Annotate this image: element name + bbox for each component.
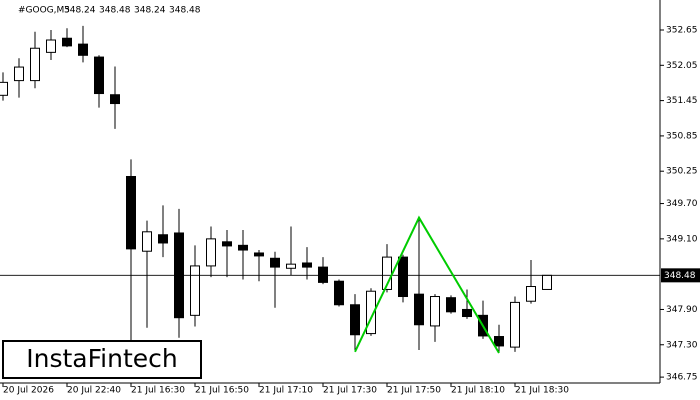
x-tick-label: 20 Jul 2026 xyxy=(3,386,54,396)
candle-body xyxy=(414,293,424,326)
candle-body xyxy=(126,175,136,250)
candle-body xyxy=(318,266,328,283)
candle-body xyxy=(14,66,24,82)
pattern-line xyxy=(354,215,500,354)
candle-body xyxy=(142,231,152,252)
candle-body xyxy=(110,94,120,105)
candle-body xyxy=(238,244,248,251)
y-tick-label: 349.70 xyxy=(666,199,698,209)
candle-body xyxy=(78,43,88,56)
logo-text: InstaFintech xyxy=(26,344,178,373)
candle-body xyxy=(222,241,232,247)
y-tick-label: 350.85 xyxy=(666,131,698,141)
candle-body xyxy=(462,308,472,318)
y-tick-label: 347.30 xyxy=(666,340,698,350)
ohlc-open: 348.24 xyxy=(64,6,96,16)
x-tick-label: 21 Jul 17:50 xyxy=(387,386,441,396)
candle-body xyxy=(254,252,264,257)
candle-body xyxy=(46,39,56,53)
candle-body xyxy=(446,297,456,313)
ohlc-low: 348.24 xyxy=(134,6,166,16)
candle-body xyxy=(158,234,168,244)
candle-body xyxy=(206,238,216,267)
candle-body xyxy=(270,257,280,268)
y-tick-label: 346.75 xyxy=(666,373,698,383)
y-tick-label: 352.65 xyxy=(666,26,698,36)
candle-body xyxy=(526,286,536,302)
x-tick-label: 20 Jul 22:40 xyxy=(67,386,121,396)
candle-body xyxy=(62,37,72,47)
candle-body xyxy=(0,81,8,96)
x-tick-label: 21 Jul 17:10 xyxy=(259,386,313,396)
candle-body xyxy=(30,47,40,82)
candle-body xyxy=(510,301,520,348)
candle-body xyxy=(494,336,504,347)
logo-box xyxy=(2,340,202,379)
candle-body xyxy=(302,262,312,268)
chart-title: #GOOG,M5 xyxy=(18,6,70,16)
candle-body xyxy=(366,290,376,335)
x-tick-label: 21 Jul 18:30 xyxy=(515,386,569,396)
x-tick-label: 21 Jul 17:30 xyxy=(323,386,377,396)
candle-body xyxy=(94,56,104,95)
y-tick-label: 352.05 xyxy=(666,61,698,71)
y-tick-label: 349.10 xyxy=(666,234,698,244)
candle-body xyxy=(542,274,552,290)
y-tick-label: 351.45 xyxy=(666,96,698,106)
y-tick-label: 350.25 xyxy=(666,167,698,177)
x-tick-label: 21 Jul 16:30 xyxy=(131,386,185,396)
candle-body xyxy=(430,296,440,327)
x-tick-label: 21 Jul 18:10 xyxy=(451,386,505,396)
y-tick-label: 347.90 xyxy=(666,305,698,315)
ohlc-close: 348.48 xyxy=(169,6,201,16)
current-price-label: 348.48 xyxy=(664,271,696,281)
candle-body xyxy=(334,280,344,306)
ohlc-high: 348.48 xyxy=(99,6,131,16)
candle-body xyxy=(190,265,200,316)
candle-body xyxy=(398,256,408,298)
current-price-box xyxy=(661,268,700,283)
x-tick-label: 21 Jul 16:50 xyxy=(195,386,249,396)
candle-body xyxy=(286,263,296,269)
candle-body xyxy=(350,304,360,336)
